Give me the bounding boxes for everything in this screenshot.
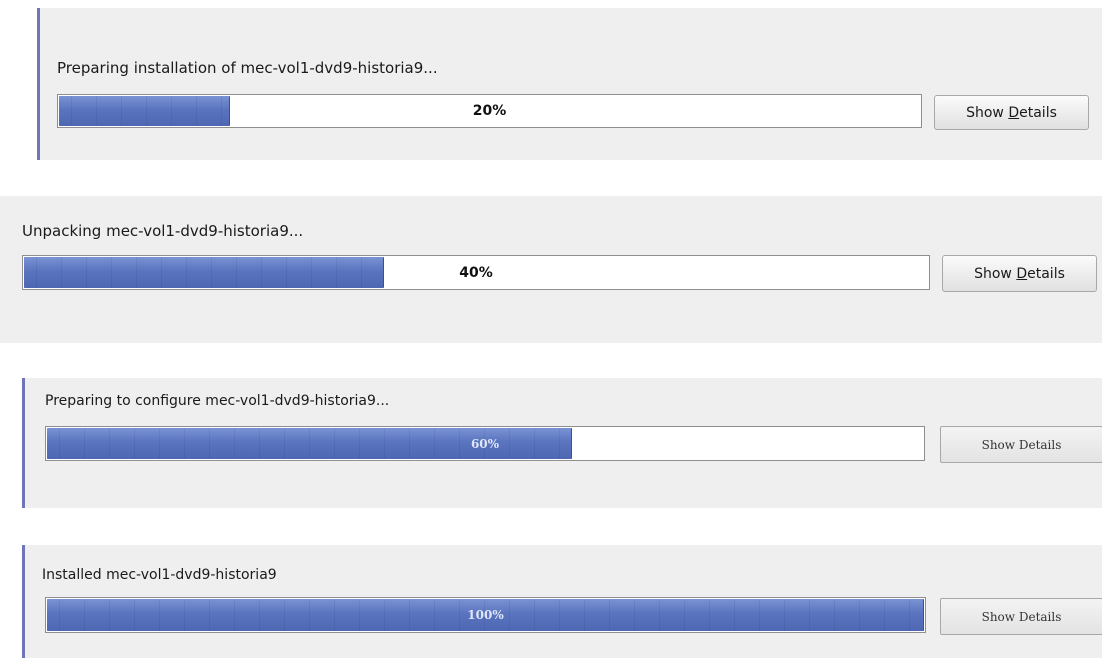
progress-percent: 20% bbox=[472, 103, 507, 119]
progress-bar: 60% bbox=[45, 426, 925, 461]
button-label-suffix: Details bbox=[1018, 609, 1062, 624]
button-label-prefix: Show bbox=[981, 609, 1019, 624]
progress-percent: 40% bbox=[459, 264, 493, 281]
progress-bar-fill bbox=[47, 428, 572, 459]
status-text: Preparing to configure mec-vol1-dvd9-his… bbox=[45, 393, 390, 409]
button-label-mnemonic: D bbox=[1008, 104, 1020, 121]
progress-dialog-3: Preparing to configure mec-vol1-dvd9-his… bbox=[22, 378, 1102, 508]
progress-bar: 100% bbox=[45, 597, 926, 633]
show-details-button[interactable]: Show Details bbox=[940, 598, 1102, 635]
status-text: Unpacking mec-vol1-dvd9-historia9... bbox=[22, 222, 304, 240]
status-text: Preparing installation of mec-vol1-dvd9-… bbox=[57, 59, 438, 77]
progress-percent: 60% bbox=[470, 436, 500, 451]
progress-dialog-4: Installed mec-vol1-dvd9-historia9 100% S… bbox=[22, 545, 1102, 658]
button-label-prefix: Show bbox=[966, 104, 1009, 121]
status-text: Installed mec-vol1-dvd9-historia9 bbox=[42, 567, 277, 583]
progress-bar: 20% bbox=[57, 94, 922, 128]
button-label-mnemonic: D bbox=[1016, 265, 1028, 282]
progress-bar: 40% bbox=[22, 255, 930, 290]
button-label-suffix: etails bbox=[1019, 104, 1057, 121]
progress-bar-fill bbox=[47, 599, 924, 631]
button-label-suffix: Details bbox=[1018, 437, 1062, 452]
progress-percent: 100% bbox=[467, 608, 504, 622]
progress-dialog-2: Unpacking mec-vol1-dvd9-historia9... 40%… bbox=[0, 196, 1102, 343]
progress-bar-fill bbox=[24, 257, 385, 288]
button-label-prefix: Show bbox=[974, 265, 1017, 282]
button-label-suffix: etails bbox=[1027, 265, 1065, 282]
show-details-button[interactable]: Show Details bbox=[940, 426, 1102, 463]
progress-bar-fill bbox=[59, 96, 230, 126]
button-label-prefix: Show bbox=[981, 437, 1019, 452]
progress-dialog-1: Preparing installation of mec-vol1-dvd9-… bbox=[37, 8, 1102, 160]
